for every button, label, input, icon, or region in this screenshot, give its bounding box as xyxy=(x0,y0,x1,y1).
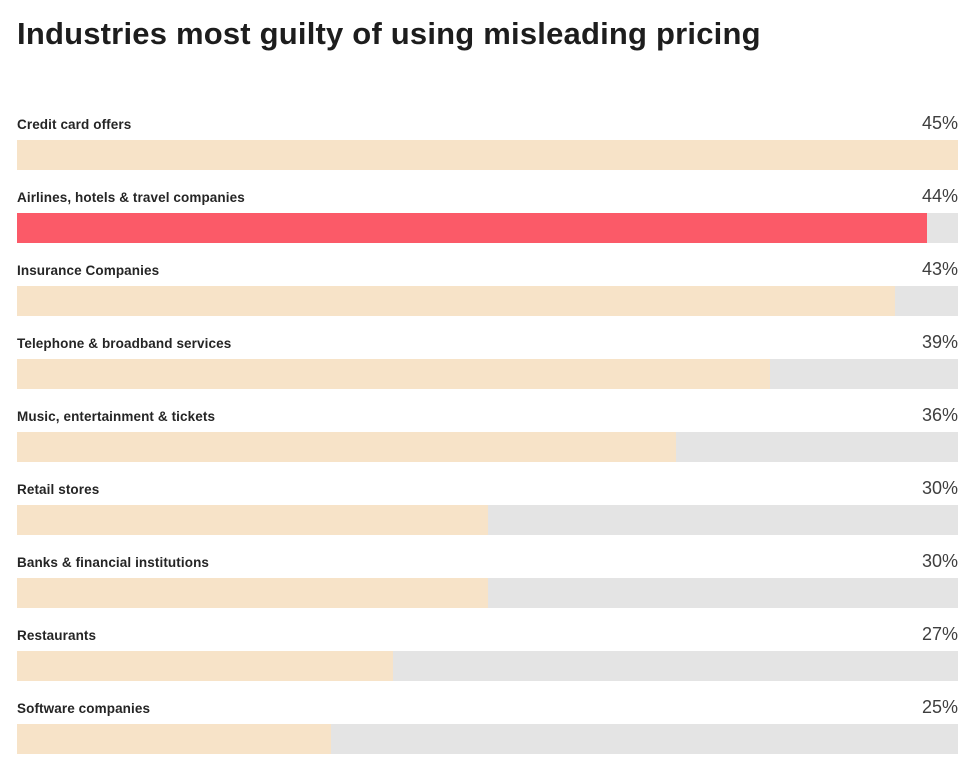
value-label: 39% xyxy=(921,332,958,352)
bar-row: Credit card offers 45% xyxy=(17,113,958,170)
bar-track xyxy=(17,286,958,316)
category-label: Airlines, hotels & travel companies xyxy=(17,190,245,205)
bar-fill xyxy=(17,286,896,316)
bar-row-head: Credit card offers 45% xyxy=(17,113,958,135)
value-label: 27% xyxy=(921,624,958,644)
bar-row-head: Retail stores 30% xyxy=(17,478,958,500)
bar-row-head: Music, entertainment & tickets 36% xyxy=(17,405,958,427)
bar-track xyxy=(17,140,958,170)
bar-row: Retail stores 30% xyxy=(17,478,958,535)
bar-row: Telephone & broadband services 39% xyxy=(17,332,958,389)
value-label: 44% xyxy=(921,186,958,206)
bar-track xyxy=(17,213,958,243)
category-label: Retail stores xyxy=(17,482,100,497)
bar-track xyxy=(17,578,958,608)
bar-row-head: Telephone & broadband services 39% xyxy=(17,332,958,354)
bar-row-head: Restaurants 27% xyxy=(17,624,958,646)
value-label: 45% xyxy=(921,113,958,133)
bar-track xyxy=(17,651,958,681)
bar-row: Banks & financial institutions 30% xyxy=(17,551,958,608)
bar-chart: Credit card offers 45% Airlines, hotels … xyxy=(17,113,958,754)
bar-row: Restaurants 27% xyxy=(17,624,958,681)
category-label: Software companies xyxy=(17,701,151,716)
category-label: Insurance Companies xyxy=(17,263,160,278)
bar-track xyxy=(17,505,958,535)
category-label: Banks & financial institutions xyxy=(17,555,210,570)
bar-fill xyxy=(17,651,394,681)
bar-fill xyxy=(17,505,488,535)
bar-fill xyxy=(17,578,488,608)
bar-fill xyxy=(17,724,331,754)
bar-row-head: Banks & financial institutions 30% xyxy=(17,551,958,573)
chart-title: Industries most guilty of using misleadi… xyxy=(17,16,761,51)
bar-row: Music, entertainment & tickets 36% xyxy=(17,405,958,462)
category-label: Credit card offers xyxy=(17,117,132,132)
category-label: Music, entertainment & tickets xyxy=(17,409,216,424)
bar-row: Airlines, hotels & travel companies 44% xyxy=(17,186,958,243)
bar-track xyxy=(17,359,958,389)
bar-fill xyxy=(17,432,676,462)
bar-row-head: Software companies 25% xyxy=(17,697,958,719)
category-label: Telephone & broadband services xyxy=(17,336,232,351)
bar-fill xyxy=(17,359,770,389)
category-label: Restaurants xyxy=(17,628,97,643)
value-label: 43% xyxy=(921,259,958,279)
bar-row: Software companies 25% xyxy=(17,697,958,754)
value-label: 30% xyxy=(921,551,958,571)
bar-track xyxy=(17,724,958,754)
bar-track xyxy=(17,432,958,462)
bar-fill xyxy=(17,140,958,170)
bar-row: Insurance Companies 43% xyxy=(17,259,958,316)
bar-row-head: Airlines, hotels & travel companies 44% xyxy=(17,186,958,208)
value-label: 30% xyxy=(921,478,958,498)
value-label: 25% xyxy=(921,697,958,717)
value-label: 36% xyxy=(921,405,958,425)
bar-fill xyxy=(17,213,927,243)
bar-row-head: Insurance Companies 43% xyxy=(17,259,958,281)
